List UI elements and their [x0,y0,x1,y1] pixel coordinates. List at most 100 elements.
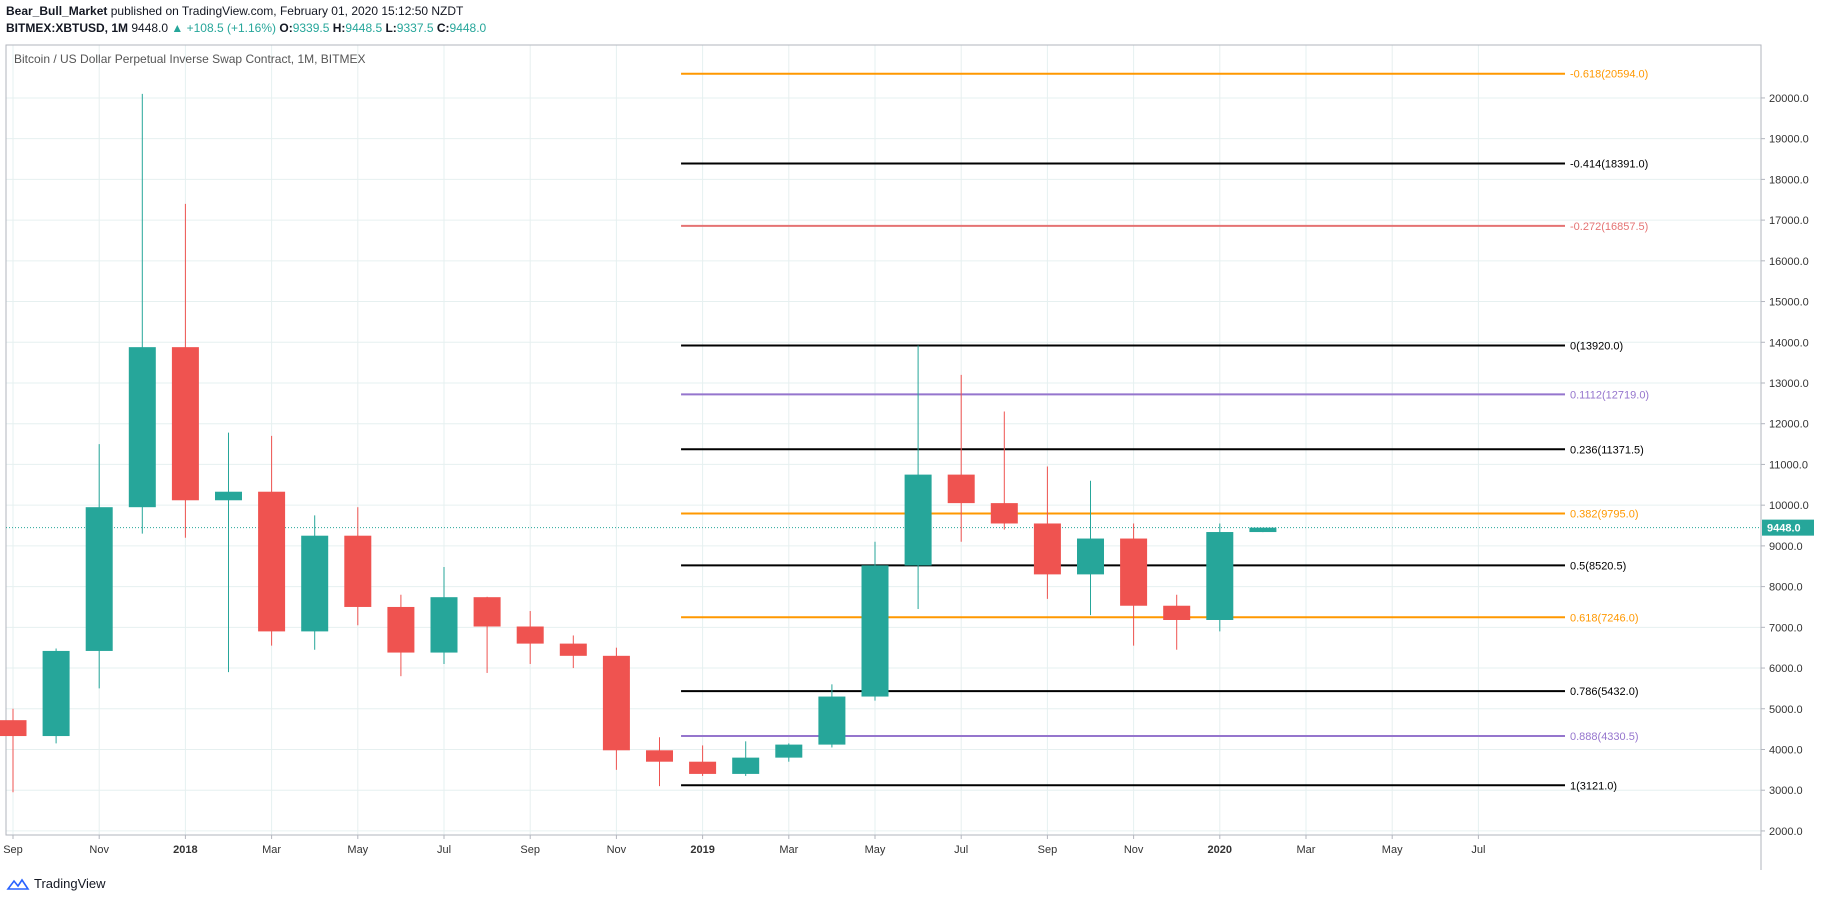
x-tick-label: Nov [89,844,109,856]
y-tick-label: 18000.0 [1769,174,1809,186]
fib-level-label: -0.414(18391.0) [1570,158,1648,170]
fib-level-label: 0.382(9795.0) [1570,509,1639,521]
fib-level-label: 0.786(5432.0) [1570,686,1639,698]
candle-body [473,597,501,627]
candle-body [559,643,587,656]
candle-body [602,655,630,751]
open-label: O: [279,21,293,35]
x-tick-label: Nov [1124,844,1144,856]
x-tick-label: 2020 [1208,844,1232,856]
y-tick-label: 19000.0 [1769,134,1809,146]
close-value: 9448.0 [449,21,487,35]
y-tick-label: 16000.0 [1769,256,1809,268]
last-price: 9448.0 [131,21,169,35]
candle-body [258,491,286,632]
current-price-marker: 9448.0 [1762,519,1814,536]
chart-grid [6,45,1761,835]
candle-body [215,491,242,501]
x-tick-label: Sep [3,844,23,856]
candle-body [387,606,415,653]
published-text: published on TradingView.com, February 0… [110,4,464,18]
candle-body [1249,527,1277,533]
y-tick-label: 8000.0 [1769,582,1803,594]
candle-body [1206,532,1234,620]
current-price-tag [1762,519,1814,536]
candle-body [689,761,717,774]
x-tick-label: Sep [1038,844,1058,856]
x-tick-label: Jul [954,844,968,856]
candlestick-chart[interactable]: Bitcoin / US Dollar Perpetual Inverse Sw… [0,40,1828,870]
candle-body [861,565,889,697]
fib-level-label: 0.1112(12719.0) [1570,389,1649,401]
y-tick-label: 17000.0 [1769,215,1809,227]
high-value: 9448.5 [345,21,383,35]
y-tick-label: 11000.0 [1769,459,1808,471]
candle-body [732,757,760,774]
fib-level-label: -0.618(20594.0) [1570,69,1648,81]
y-tick-label: 12000.0 [1769,419,1809,431]
candle-body [1163,605,1191,620]
candle-body [990,503,1018,524]
y-tick-label: 9000.0 [1769,541,1803,553]
candle-body [818,696,846,745]
current-price-label: 9448.0 [1767,523,1801,535]
price-axis[interactable]: 2000.0 3000.0 4000.0 5000.0 6000.0 7000.0 8000… [1761,93,1809,838]
candle-body [904,474,932,566]
candle-body [430,597,458,653]
x-tick-label: Mar [779,844,798,856]
y-tick-label: 10000.0 [1769,500,1809,512]
candle-body [0,720,27,737]
tradingview-logo-icon [6,878,30,890]
x-tick-label: Sep [520,844,540,856]
symbol-label[interactable]: BITMEX:XBTUSD, 1M [6,21,129,35]
y-tick-label: 2000.0 [1769,826,1803,838]
candle-body [344,535,372,607]
low-label: L: [385,21,397,35]
open-value: 9339.5 [292,21,330,35]
y-tick-label: 15000.0 [1769,297,1809,309]
candle-body [1033,523,1061,575]
candle-body [1120,538,1148,606]
candle-body [646,750,673,762]
x-tick-label: Mar [1297,844,1316,856]
x-tick-label: Mar [262,844,281,856]
fib-level-label: 0.618(7246.0) [1570,612,1639,624]
candles [0,93,1277,793]
fib-level-label: 0(13920.0) [1570,341,1623,353]
y-tick-label: 3000.0 [1769,785,1803,797]
x-tick-label: Jul [1471,844,1485,856]
fib-level-label: 0.5(8520.5) [1570,560,1626,572]
footer-brand[interactable]: TradingView [34,876,106,891]
fibonacci-levels: -0.618(20594.0) -0.414(18391.0) -0.272(168… [6,69,1761,792]
x-tick-label: May [347,844,368,856]
close-label: C: [436,21,450,35]
x-tick-label: 2018 [173,844,197,856]
y-tick-label: 20000.0 [1769,93,1809,105]
fib-level-label: 0.888(4330.5) [1570,731,1639,743]
author-name[interactable]: Bear_Bull_Market [6,4,108,18]
candle-body [85,507,113,651]
y-tick-label: 13000.0 [1769,378,1809,390]
candle-body [301,535,329,632]
candle-body [947,474,975,504]
x-tick-label: Nov [607,844,627,856]
footer: TradingView [6,876,106,891]
y-tick-label: 5000.0 [1769,704,1803,716]
candle-body [171,347,199,501]
publish-info: Bear_Bull_Market published on TradingVie… [6,4,463,18]
fib-level-label: 1(3121.0) [1570,780,1617,792]
ohlc-legend: BITMEX:XBTUSD, 1M 9448.0 ▲ +108.5 (+1.16… [6,21,486,35]
y-tick-label: 14000.0 [1769,337,1809,349]
candle-body [516,626,544,644]
fib-level-label: 0.236(11371.5) [1570,444,1644,456]
y-tick-label: 7000.0 [1769,622,1803,634]
x-tick-label: 2019 [690,844,714,856]
candle-body [775,744,803,758]
x-tick-label: Jul [437,844,451,856]
candle-body [1077,538,1104,575]
candle-body [42,650,70,737]
fib-level-label: -0.272(16857.5) [1570,221,1648,233]
y-tick-label: 6000.0 [1769,663,1803,675]
low-value: 9337.5 [396,21,434,35]
time-axis[interactable]: Sep Nov 2018 Mar May Jul Sep Nov 2019 Mar May Jul Se… [3,835,1485,856]
